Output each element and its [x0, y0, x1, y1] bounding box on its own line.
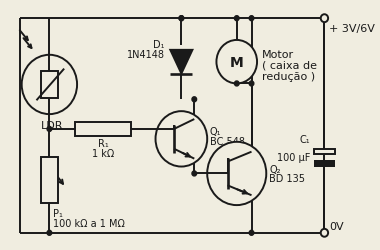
Circle shape — [217, 41, 257, 84]
Text: M: M — [230, 56, 244, 70]
Circle shape — [207, 142, 266, 205]
Circle shape — [47, 127, 52, 132]
Circle shape — [234, 82, 239, 86]
Circle shape — [249, 17, 254, 21]
Circle shape — [234, 17, 239, 21]
Text: 0V: 0V — [329, 221, 344, 231]
Text: 100 kΩ a 1 MΩ: 100 kΩ a 1 MΩ — [53, 218, 125, 228]
Circle shape — [155, 112, 207, 167]
Text: BC 548: BC 548 — [210, 136, 245, 146]
Bar — [41, 157, 58, 203]
Text: 100 μF: 100 μF — [277, 152, 310, 162]
Text: + 3V/6V: + 3V/6V — [329, 24, 375, 34]
Text: ( caixa de: ( caixa de — [262, 60, 317, 70]
Bar — [41, 71, 58, 99]
Text: Q₁: Q₁ — [210, 126, 222, 136]
Bar — [314, 149, 334, 154]
Text: redução ): redução ) — [262, 71, 315, 81]
Text: 1 kΩ: 1 kΩ — [92, 148, 114, 158]
Text: D₁: D₁ — [153, 40, 165, 50]
Text: 1N4148: 1N4148 — [127, 50, 165, 59]
Bar — [314, 160, 334, 167]
Text: C₁: C₁ — [300, 134, 310, 144]
Circle shape — [47, 230, 52, 235]
Circle shape — [249, 230, 254, 235]
Bar — [75, 122, 131, 136]
Circle shape — [192, 98, 196, 102]
Circle shape — [321, 15, 328, 23]
Circle shape — [321, 229, 328, 237]
Polygon shape — [170, 51, 192, 74]
Circle shape — [179, 17, 184, 21]
Circle shape — [192, 171, 196, 176]
Circle shape — [179, 17, 184, 21]
Text: LDR: LDR — [41, 120, 63, 130]
Text: Q₂: Q₂ — [269, 164, 280, 174]
Text: BD 135: BD 135 — [269, 174, 305, 184]
Text: P₁: P₁ — [53, 208, 63, 218]
Text: Motor: Motor — [262, 50, 294, 59]
Text: R₁: R₁ — [98, 138, 108, 148]
Circle shape — [249, 82, 254, 86]
Circle shape — [22, 56, 77, 115]
